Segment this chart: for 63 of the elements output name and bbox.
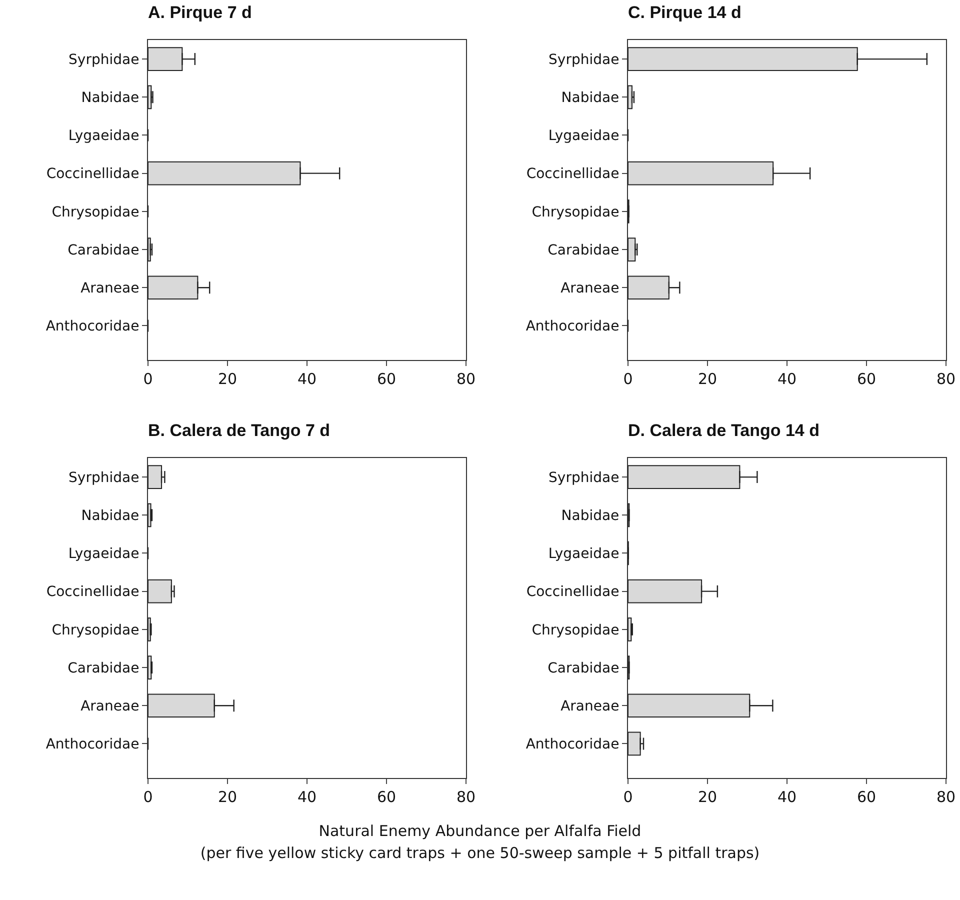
y-tick-label: Coccinellidae <box>526 584 620 600</box>
x-tick-label: 20 <box>698 370 718 388</box>
y-tick-label: Carabidae <box>68 660 140 676</box>
bar <box>148 465 162 489</box>
x-tick-label: 0 <box>623 370 633 388</box>
y-tick-label: Anthocoridae <box>526 736 620 753</box>
chart-title: C. Pirque 14 d <box>628 3 742 22</box>
x-tick-label: 0 <box>143 788 153 806</box>
y-tick-label: Nabidae <box>561 90 620 106</box>
y-tick-label: Coccinellidae <box>46 166 140 182</box>
y-tick-label: Syrphidae <box>548 470 620 486</box>
y-tick-label: Coccinellidae <box>526 166 620 182</box>
y-tick-label: Carabidae <box>548 660 620 676</box>
y-tick-label: Araneae <box>560 280 620 297</box>
y-tick-label: Lygaeidae <box>68 128 140 144</box>
x-tick-label: 20 <box>218 788 238 806</box>
y-tick-label: Chrysopidae <box>532 622 620 638</box>
bar <box>148 579 172 604</box>
x-tick-label: 80 <box>456 788 476 806</box>
y-tick-label: Syrphidae <box>68 470 140 486</box>
y-tick-label: Lygaeidae <box>548 128 620 144</box>
y-tick-label: Syrphidae <box>548 52 620 68</box>
bar <box>628 85 632 110</box>
x-tick-label: 60 <box>376 370 396 388</box>
x-tick-label: 20 <box>698 788 718 806</box>
chart-title: B. Calera de Tango 7 d <box>148 421 330 440</box>
bar <box>628 238 636 262</box>
x-tick-label: 40 <box>777 788 797 806</box>
x-tick-label: 40 <box>297 788 317 806</box>
y-tick-label: Syrphidae <box>68 52 140 68</box>
y-tick-label: Anthocoridae <box>526 318 620 335</box>
y-tick-label: Chrysopidae <box>52 204 140 220</box>
x-tick-label: 40 <box>297 370 317 388</box>
x-tick-label: 0 <box>143 370 153 388</box>
y-tick-label: Nabidae <box>81 508 140 524</box>
text: (per five yellow sticky card traps + one 50-sweep sample + 5 pitfall traps) <box>199 843 761 864</box>
x-tick-label: 60 <box>856 370 876 388</box>
y-tick-label: Anthocoridae <box>46 736 140 753</box>
y-tick-label: Lygaeidae <box>68 546 140 562</box>
y-tick-label: Carabidae <box>68 242 140 258</box>
y-tick-label: Araneae <box>80 280 140 297</box>
y-tick-label: Nabidae <box>81 90 140 106</box>
y-tick-label: Chrysopidae <box>52 622 140 638</box>
y-tick-label: Nabidae <box>561 508 620 524</box>
x-tick-label: 60 <box>376 788 396 806</box>
x-tick-label: 40 <box>777 370 797 388</box>
chart-title: A. Pirque 7 d <box>148 3 252 22</box>
x-tick-label: 80 <box>456 370 476 388</box>
bar <box>628 732 641 756</box>
y-tick-label: Chrysopidae <box>532 204 620 220</box>
y-tick-label: Lygaeidae <box>548 546 620 562</box>
chart-title: D. Calera de Tango 14 d <box>628 421 820 440</box>
x-tick-label: 0 <box>623 788 633 806</box>
y-tick-label: Araneae <box>560 698 620 715</box>
x-tick-label: 80 <box>936 370 956 388</box>
x-tick-label: 60 <box>856 788 876 806</box>
y-tick-label: Araneae <box>80 698 140 715</box>
y-tick-label: Anthocoridae <box>46 318 140 335</box>
y-tick-label: Carabidae <box>548 242 620 258</box>
text: Natural Enemy Abundance per Alfalfa Field <box>318 821 642 842</box>
y-tick-label: Coccinellidae <box>46 584 140 600</box>
x-tick-label: 20 <box>218 370 238 388</box>
x-tick-label: 80 <box>936 788 956 806</box>
